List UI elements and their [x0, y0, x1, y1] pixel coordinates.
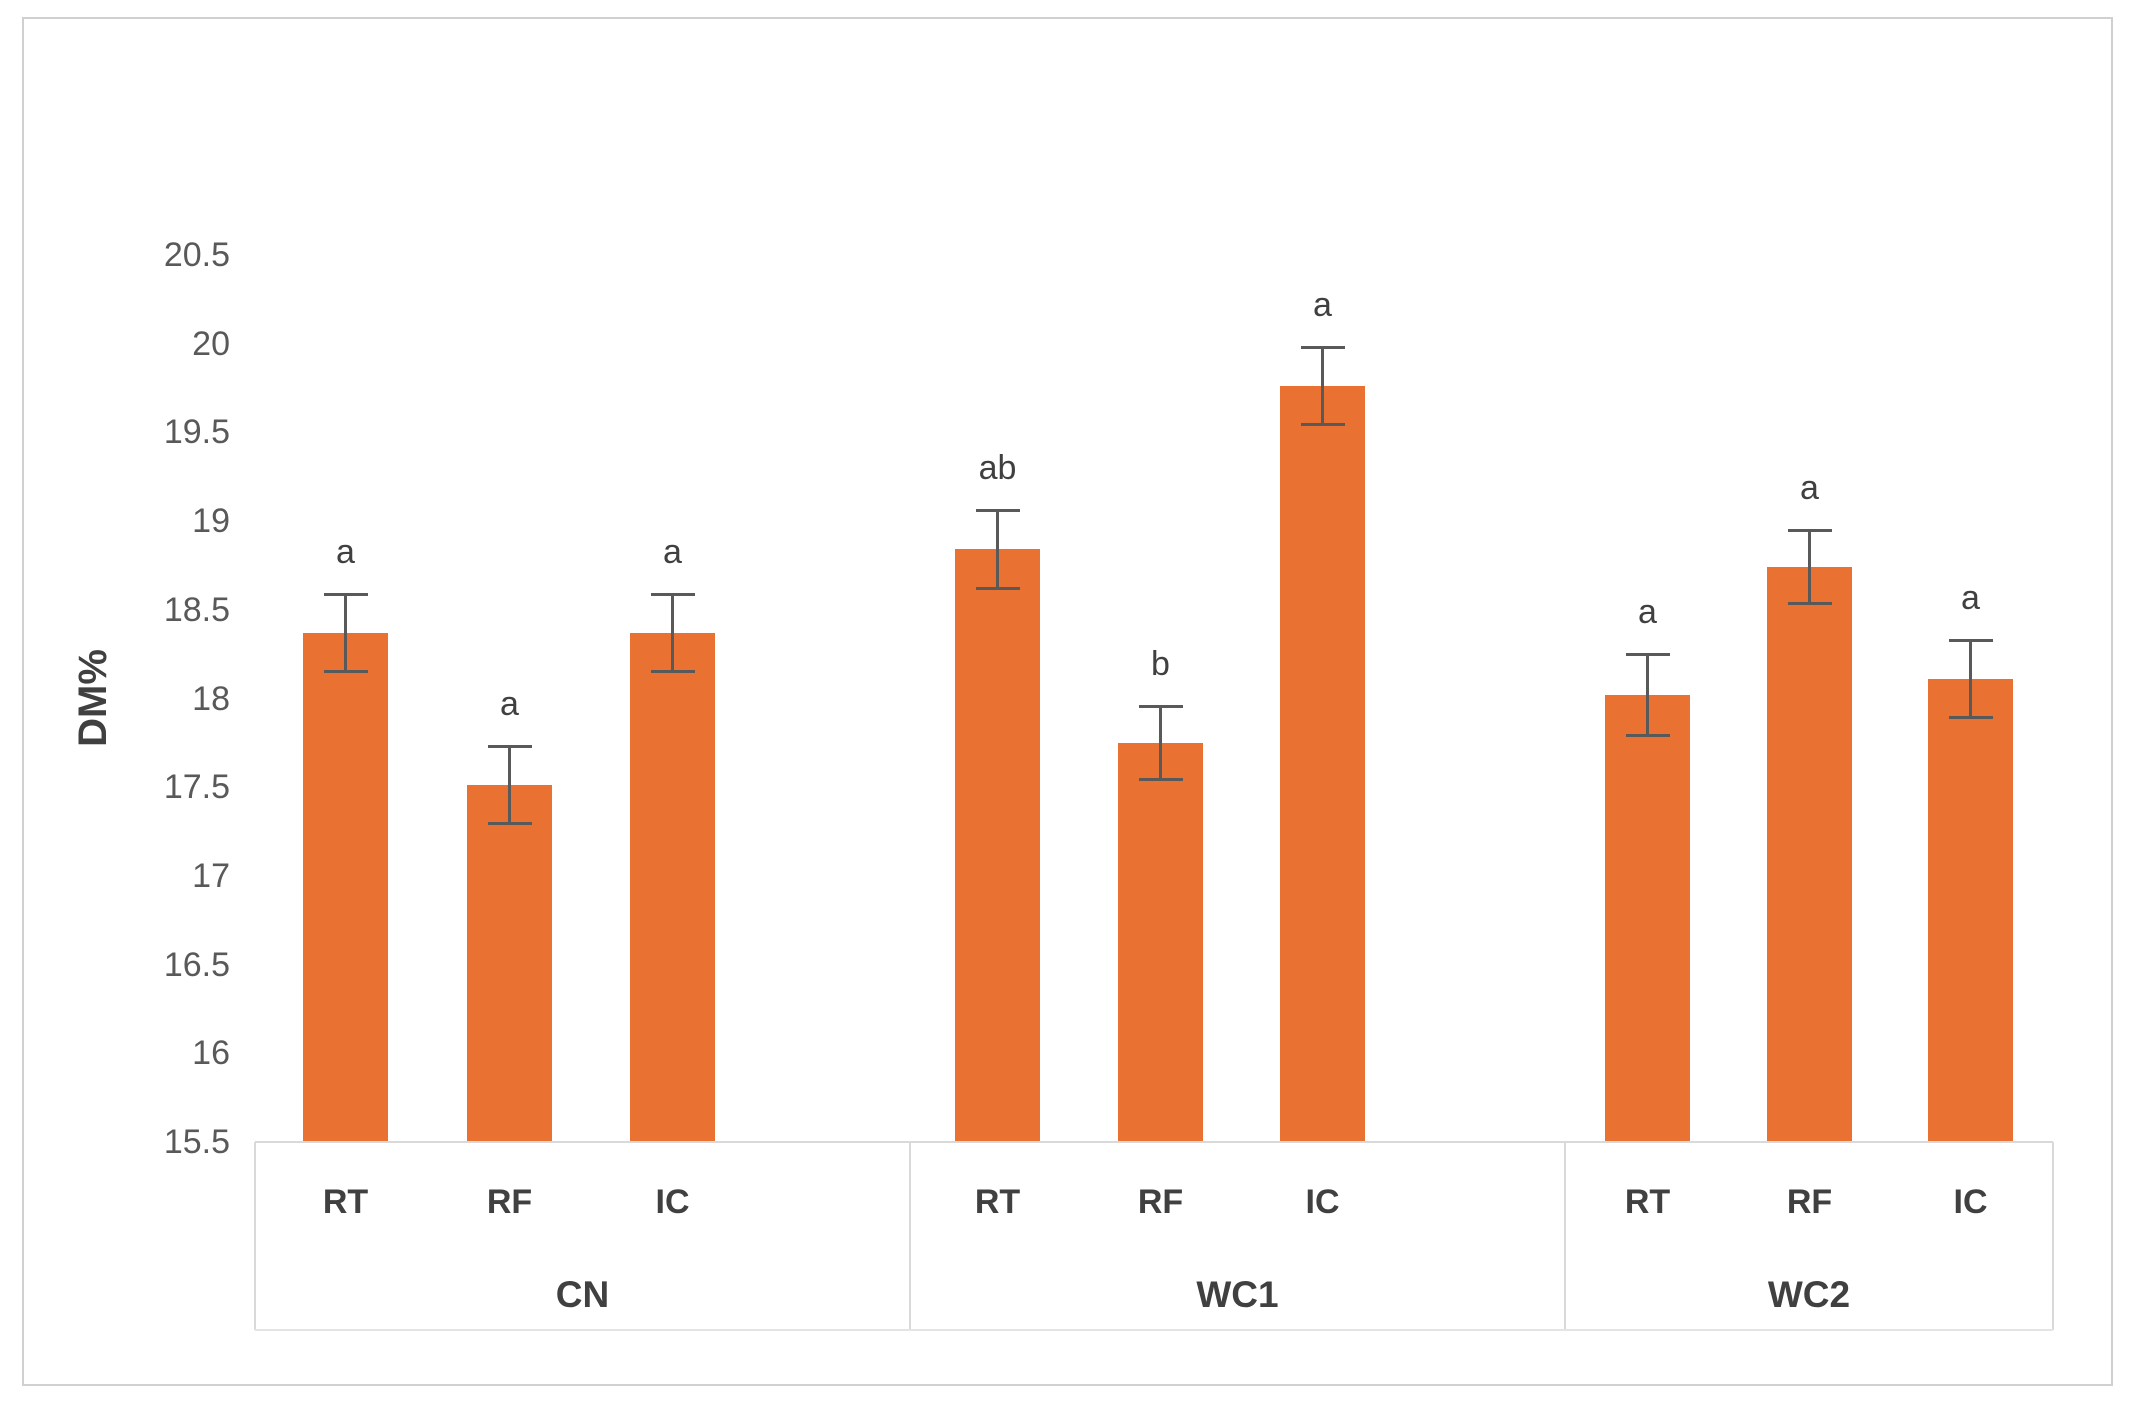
category-divider-2	[1564, 1142, 1566, 1330]
sig-letter-wc2-rt: a	[1638, 593, 1657, 632]
category-divider-0	[254, 1142, 256, 1330]
error-cap-bottom-cn-ic	[650, 669, 695, 673]
error-cap-top-wc2-rf	[1787, 528, 1832, 532]
sig-letter-cn-rt: a	[336, 532, 355, 571]
error-bar-cn-rt	[344, 593, 347, 672]
y-tick-20: 20	[192, 324, 230, 363]
category-divider-1	[909, 1142, 911, 1330]
error-bar-wc2-rt	[1646, 654, 1649, 736]
error-cap-bottom-wc2-rt	[1625, 733, 1670, 737]
error-cap-top-wc2-rt	[1625, 653, 1670, 657]
error-cap-bottom-wc1-rt	[975, 586, 1020, 590]
sig-letter-wc1-rf: b	[1151, 644, 1170, 683]
sig-letter-cn-rf: a	[500, 685, 519, 724]
bar-cn-rf	[467, 785, 552, 1142]
sig-letter-cn-ic: a	[663, 532, 682, 571]
x-label-wc2-ic: IC	[1953, 1183, 1988, 1221]
y-tick-18: 18	[192, 679, 230, 718]
error-cap-bottom-wc1-rf	[1138, 778, 1183, 782]
y-tick-18.5: 18.5	[163, 590, 230, 629]
y-tick-16: 16	[192, 1034, 230, 1073]
error-bar-cn-rf	[508, 746, 511, 825]
error-bar-wc1-rt	[996, 510, 999, 589]
x-label-wc1-ic: IC	[1305, 1183, 1340, 1221]
x-label-wc1-rt: RT	[974, 1183, 1021, 1221]
y-tick-20.5: 20.5	[163, 236, 230, 274]
sig-letter-wc1-rt: ab	[978, 449, 1017, 488]
error-cap-bottom-cn-rt	[323, 669, 368, 673]
error-cap-top-wc1-ic	[1300, 346, 1345, 350]
bar-wc2-rf	[1767, 567, 1852, 1142]
y-tick-16.5: 16.5	[163, 945, 230, 984]
bar-wc2-ic	[1928, 678, 2013, 1142]
error-cap-bottom-wc2-ic	[1948, 716, 1993, 719]
error-cap-top-cn-rt	[323, 592, 368, 596]
error-bar-wc2-ic	[1969, 639, 1972, 718]
sig-letter-wc2-rf: a	[1800, 468, 1819, 507]
x-label-cn-ic: IC	[655, 1183, 690, 1221]
y-tick-19.5: 19.5	[163, 413, 230, 452]
error-bar-cn-ic	[671, 593, 674, 672]
category-divider-3	[2052, 1142, 2054, 1330]
error-cap-top-cn-rf	[487, 745, 532, 749]
error-cap-bottom-wc2-rf	[1787, 602, 1832, 606]
error-cap-top-wc1-rt	[975, 509, 1020, 513]
y-tick-17.5: 17.5	[163, 768, 230, 807]
x-label-cn-rt: RT	[322, 1183, 369, 1221]
x-label-wc1-rf: RF	[1137, 1183, 1184, 1221]
error-cap-bottom-cn-rf	[487, 822, 532, 826]
bar-wc2-rt	[1605, 694, 1690, 1142]
category-box-bottom	[255, 1329, 2053, 1331]
sig-letter-wc1-ic: a	[1313, 286, 1332, 325]
error-bar-wc1-ic	[1321, 347, 1324, 426]
error-bar-wc2-rf	[1808, 529, 1811, 605]
x-label-wc2-rf: RF	[1786, 1183, 1833, 1221]
y-tick-17: 17	[192, 856, 230, 895]
error-cap-top-wc2-ic	[1948, 638, 1993, 642]
x-label-wc2-rt: RT	[1624, 1183, 1671, 1221]
bar-wc1-ic	[1280, 386, 1365, 1142]
error-bar-wc1-rf	[1159, 705, 1162, 781]
y-tick-19: 19	[192, 502, 230, 541]
group-label-cn: CN	[555, 1274, 610, 1315]
sig-letter-wc2-ic: a	[1961, 578, 1980, 617]
error-cap-top-wc1-rf	[1138, 704, 1183, 708]
error-cap-bottom-wc1-ic	[1300, 423, 1345, 427]
bar-cn-rt	[303, 632, 388, 1142]
x-axis-line	[255, 1141, 2053, 1143]
bar-cn-ic	[630, 632, 715, 1142]
error-cap-top-cn-ic	[650, 592, 695, 596]
x-label-cn-rf: RF	[486, 1183, 533, 1221]
group-label-wc1: WC1	[1196, 1274, 1279, 1315]
bar-wc1-rt	[955, 549, 1040, 1142]
group-label-wc2: WC2	[1767, 1274, 1851, 1315]
bar-wc1-rf	[1118, 742, 1203, 1142]
y-tick-15.5: 15.5	[163, 1123, 230, 1161]
